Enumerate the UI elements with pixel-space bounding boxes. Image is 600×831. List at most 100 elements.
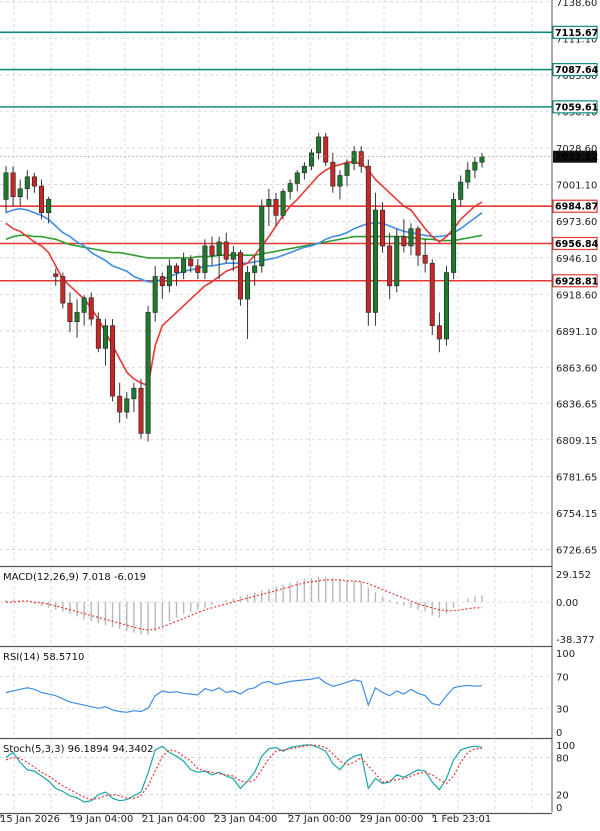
- candle-body: [301, 165, 307, 174]
- candle-body: [60, 276, 66, 304]
- candle-body: [408, 228, 414, 247]
- stoch-axis-label: 0: [556, 803, 562, 814]
- date-axis-label: 21 Jan 04:00: [142, 814, 205, 825]
- stoch-d-line: [5, 744, 483, 801]
- stoch-axis-label: 80: [556, 753, 569, 764]
- moving-average-blue: [5, 207, 483, 283]
- stoch-k-line: [5, 744, 483, 803]
- candle-body: [102, 325, 108, 349]
- candle-body: [67, 302, 73, 323]
- level-price-box: [552, 199, 598, 213]
- candle-body: [117, 395, 123, 413]
- price-axis-label: 6781.65: [556, 472, 597, 483]
- rsi-axis-label: 70: [556, 673, 569, 684]
- price-axis-label: 6863.60: [556, 363, 597, 374]
- candle-body: [358, 151, 364, 167]
- candle-body: [266, 199, 272, 207]
- date-axis-label: 19 Jan 04:00: [70, 814, 133, 825]
- candle-body: [74, 312, 80, 323]
- candle-body: [344, 163, 350, 176]
- price-axis-label: 7028.60: [556, 144, 597, 155]
- level-price-box: [552, 100, 598, 114]
- rsi-axis-label: 30: [556, 704, 569, 715]
- level-price-label: 7059.61: [555, 102, 598, 113]
- candle-body: [131, 387, 137, 400]
- price-axis-label: 6918.60: [556, 290, 597, 301]
- candle-body: [280, 191, 286, 216]
- date-axis-label: 29 Jan 00:00: [360, 814, 423, 825]
- macd-axis-label: -38.377: [556, 635, 595, 646]
- candle-body: [181, 258, 187, 273]
- candle-body: [31, 176, 37, 187]
- price-axis-label: 6726.65: [556, 546, 597, 557]
- candle-body: [294, 172, 300, 184]
- candle-body: [88, 297, 94, 320]
- candle-body: [387, 245, 393, 287]
- price-axis-label: 7138.60: [556, 0, 597, 9]
- candle-body: [10, 172, 16, 198]
- candle-body: [174, 265, 180, 273]
- candle-body: [458, 181, 464, 200]
- candle-body: [401, 236, 407, 247]
- candle-body: [330, 161, 336, 187]
- level-price-box: [552, 274, 598, 288]
- date-axis-label: 23 Jan 04:00: [214, 814, 277, 825]
- level-price-label: 6928.81: [555, 276, 598, 287]
- candle-body: [252, 265, 258, 273]
- candle-body: [429, 262, 435, 327]
- candle-body: [138, 387, 144, 434]
- candle-body: [287, 183, 293, 192]
- candle-body: [152, 276, 158, 313]
- level-price-label: 7115.67: [555, 28, 598, 39]
- level-price-box: [552, 25, 598, 39]
- rsi-line: [5, 676, 483, 713]
- candle-body: [166, 265, 172, 287]
- candle-body: [365, 165, 371, 313]
- price-axis-label: 6809.15: [556, 436, 597, 447]
- candle-body: [308, 152, 314, 167]
- candle-body: [372, 209, 378, 313]
- macd-axis-label: 29.152: [556, 570, 591, 581]
- macd-signal-line: [6, 579, 482, 631]
- rsi-axis-label: 100: [556, 649, 575, 660]
- current-price-box: [553, 150, 597, 163]
- level-price-box: [552, 236, 598, 251]
- candle-body: [436, 325, 442, 340]
- price-axis-label: 7083.60: [556, 71, 597, 82]
- candle-body: [188, 258, 194, 267]
- price-axis-label: 6836.65: [556, 399, 597, 410]
- candle-body: [216, 241, 222, 256]
- candle-body: [323, 136, 329, 163]
- date-axis-label: 27 Jan 00:00: [288, 814, 351, 825]
- stoch-axis-label: 100: [556, 741, 575, 752]
- rsi-title: RSI(14) 58.5710: [3, 652, 84, 663]
- candle-body: [472, 161, 478, 171]
- level-price-box: [552, 63, 598, 77]
- candle-body: [465, 169, 471, 183]
- price-axis-label: 7111.10: [556, 34, 597, 45]
- candle-body: [159, 276, 165, 287]
- candle-body: [443, 272, 449, 340]
- candle-body: [46, 199, 52, 214]
- candle-body: [415, 228, 421, 256]
- price-axis-label: 6891.10: [556, 327, 597, 338]
- candle-body: [422, 254, 428, 264]
- price-axis-label: 7001.10: [556, 181, 597, 192]
- level-price-label: 6956.84: [555, 239, 599, 250]
- price-axis-label: 6754.15: [556, 509, 597, 520]
- candle-body: [195, 265, 201, 273]
- current-price-label: 7022.12: [555, 152, 598, 163]
- candle-body: [237, 252, 243, 300]
- candle-body: [209, 245, 215, 256]
- candle-body: [223, 241, 229, 260]
- candle-body: [24, 176, 30, 190]
- level-price-label: 6984.87: [555, 202, 598, 213]
- candle-body: [394, 236, 400, 287]
- candle-body: [110, 325, 116, 397]
- candle-body: [53, 273, 59, 277]
- candle-body: [451, 199, 457, 273]
- macd-axis-label: 0.00: [556, 598, 578, 609]
- date-axis-label: 1 Feb 23:01: [432, 814, 491, 825]
